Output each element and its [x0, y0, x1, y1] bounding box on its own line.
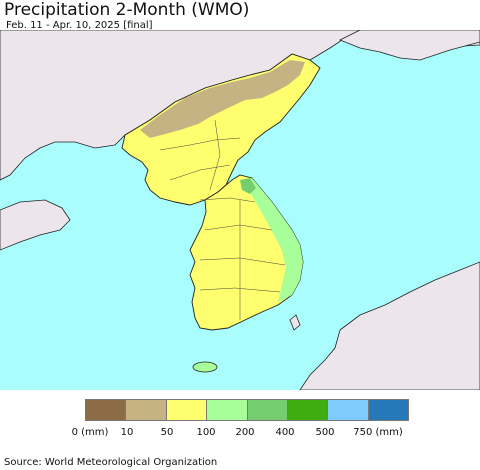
legend-label-3: 100: [196, 427, 216, 438]
jeju-island: [192, 361, 218, 373]
legend-label-1: 10: [120, 427, 134, 438]
south-korea-wet-zone: [250, 178, 303, 302]
legend-swatch-4: [247, 400, 288, 420]
legend-swatch-7: [368, 400, 408, 420]
legend-swatch-0: [86, 400, 127, 420]
precipitation-map: [0, 30, 480, 390]
legend-label-0: 0 (mm): [71, 427, 109, 438]
legend-label-5: 400: [275, 427, 295, 438]
shandong-peninsula: [0, 199, 71, 251]
map-title: Precipitation 2-Month (WMO): [4, 0, 250, 20]
south-korea-wettest-zone: [240, 178, 256, 194]
legend-label-4: 200: [235, 427, 255, 438]
legend-swatch-6: [328, 400, 369, 420]
tsushima-island: [289, 314, 301, 331]
legend-swatch-2: [166, 400, 208, 420]
legend-label-7: 750 (mm): [353, 427, 403, 438]
legend-swatch-3: [207, 400, 248, 420]
russia-coast: [339, 30, 480, 61]
legend-label-2: 50: [160, 427, 174, 438]
map-subtitle: Feb. 11 - Apr. 10, 2025 [final]: [6, 20, 153, 31]
legend-colorbar: [85, 399, 409, 421]
legend-label-6: 500: [315, 427, 335, 438]
source-credit: Source: World Meteorological Organizatio…: [4, 457, 218, 468]
legend-swatch-5: [287, 400, 329, 420]
japan-landmass: [299, 261, 480, 390]
north-korea-dry-zone: [140, 60, 305, 138]
province-boundaries: [159, 119, 286, 320]
legend-swatch-1: [126, 400, 167, 420]
